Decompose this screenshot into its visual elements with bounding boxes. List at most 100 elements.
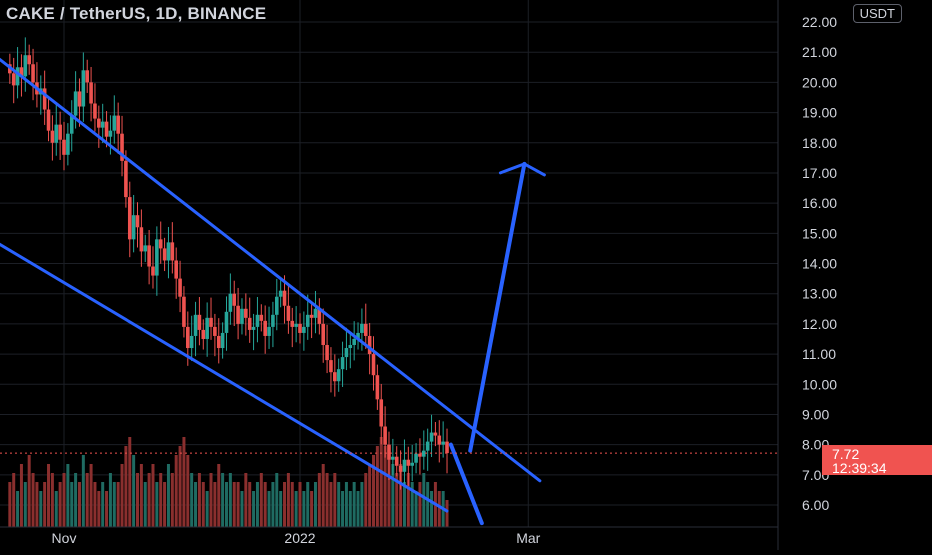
- candle-body: [162, 248, 167, 261]
- volume-bar: [391, 464, 395, 527]
- volume-bar: [341, 491, 345, 527]
- drawings[interactable]: [0, 37, 546, 526]
- volume-bar: [108, 473, 112, 527]
- candle-body: [127, 197, 132, 240]
- volume-bar: [159, 473, 163, 527]
- volume-bar: [310, 491, 314, 527]
- candle-body: [189, 335, 194, 349]
- y-tick-label: 6.00: [802, 497, 829, 513]
- volume-bar: [395, 473, 399, 527]
- candle-body: [213, 326, 217, 336]
- arrow-head-left: [498, 162, 526, 175]
- candle-body: [124, 160, 128, 198]
- projection-up-arrow[interactable]: [468, 161, 527, 453]
- volume-bar: [221, 473, 225, 527]
- y-tick-label: 11.00: [802, 346, 836, 362]
- candle-body: [201, 329, 206, 339]
- upper-channel-line[interactable]: [0, 37, 542, 483]
- volume-bar: [402, 482, 406, 527]
- candle-body: [360, 323, 364, 333]
- candle-body: [387, 444, 391, 460]
- y-tick-label: 14.00: [802, 256, 837, 272]
- axes: 22.00 21.00 20.00 19.00 18.00 17.00 16.00 15.00…: [0, 0, 837, 550]
- x-tick-label: Nov: [52, 530, 77, 546]
- volume-bar: [267, 491, 271, 527]
- volume-bar: [410, 482, 414, 527]
- candle-body: [100, 121, 105, 128]
- volume-bar: [50, 473, 54, 527]
- candle-body: [418, 453, 422, 457]
- candle-body: [120, 133, 124, 161]
- candle-body: [414, 453, 418, 463]
- volume-bar: [368, 464, 372, 527]
- volume-bar: [81, 455, 85, 527]
- candle-body: [429, 432, 434, 442]
- candle-body: [193, 314, 198, 336]
- candle-body: [379, 399, 384, 427]
- volume-bar: [197, 473, 201, 527]
- volume-bar: [294, 491, 298, 527]
- volume-bar: [163, 482, 167, 527]
- volume-bar: [236, 482, 240, 527]
- volume-bar: [8, 482, 12, 527]
- candle-body: [27, 55, 31, 65]
- candle-body: [77, 91, 82, 107]
- volume-bar: [399, 464, 403, 527]
- candle-body: [410, 462, 414, 466]
- volume-bar: [286, 473, 290, 527]
- candle-body: [286, 305, 291, 321]
- volume-bar: [329, 482, 333, 527]
- candle-body: [216, 335, 221, 349]
- volume-bar: [151, 464, 155, 527]
- volume-bar: [93, 482, 97, 527]
- candle-body: [348, 345, 353, 349]
- volume-bar: [128, 437, 132, 527]
- currency-button[interactable]: USDT: [852, 4, 902, 23]
- volume-bar: [325, 473, 329, 527]
- candle-body: [240, 308, 244, 324]
- candle-body: [73, 91, 78, 116]
- y-tick-label: 13.00: [802, 286, 837, 302]
- candle-body: [50, 130, 55, 143]
- candle-body: [298, 323, 302, 333]
- candle-body: [356, 332, 360, 339]
- volume-bar: [302, 491, 306, 527]
- candle-body: [441, 441, 445, 445]
- volume-bar: [418, 482, 422, 527]
- candle-body: [236, 305, 240, 324]
- volume-bar: [58, 482, 62, 527]
- volume-bar: [97, 491, 101, 527]
- projection-down-line[interactable]: [448, 442, 484, 526]
- volume-bar: [186, 455, 190, 527]
- volume-bar: [306, 482, 310, 527]
- candle-body: [302, 326, 306, 333]
- volume-bar: [77, 482, 81, 527]
- candle-body: [437, 435, 442, 445]
- volume-bar: [174, 455, 178, 527]
- volume-bar: [356, 491, 360, 527]
- candle-body: [19, 67, 24, 77]
- y-tick-label: 17.00: [802, 165, 837, 181]
- candle-body: [251, 326, 256, 330]
- lower-channel-line[interactable]: [0, 227, 449, 513]
- volume-bar: [19, 464, 23, 527]
- volume-bar: [321, 464, 325, 527]
- y-tick-label: 10.00: [802, 376, 837, 392]
- candle-body: [46, 109, 51, 131]
- symbol-title[interactable]: CAKE / TetherUS, 1D, BINANCE: [6, 4, 267, 23]
- candle-body: [97, 118, 101, 128]
- volume-bar: [344, 482, 348, 527]
- candle-body: [58, 124, 62, 140]
- candle-body: [166, 242, 171, 261]
- last-price-value: 7.72: [832, 446, 860, 462]
- candle-body: [406, 459, 411, 466]
- volume-bar: [360, 482, 364, 527]
- candle-body: [155, 239, 159, 276]
- candle-body: [104, 121, 109, 137]
- candle-body: [158, 239, 163, 249]
- volume-bar: [136, 473, 140, 527]
- candle-body: [89, 82, 93, 104]
- volume-bar: [105, 491, 109, 527]
